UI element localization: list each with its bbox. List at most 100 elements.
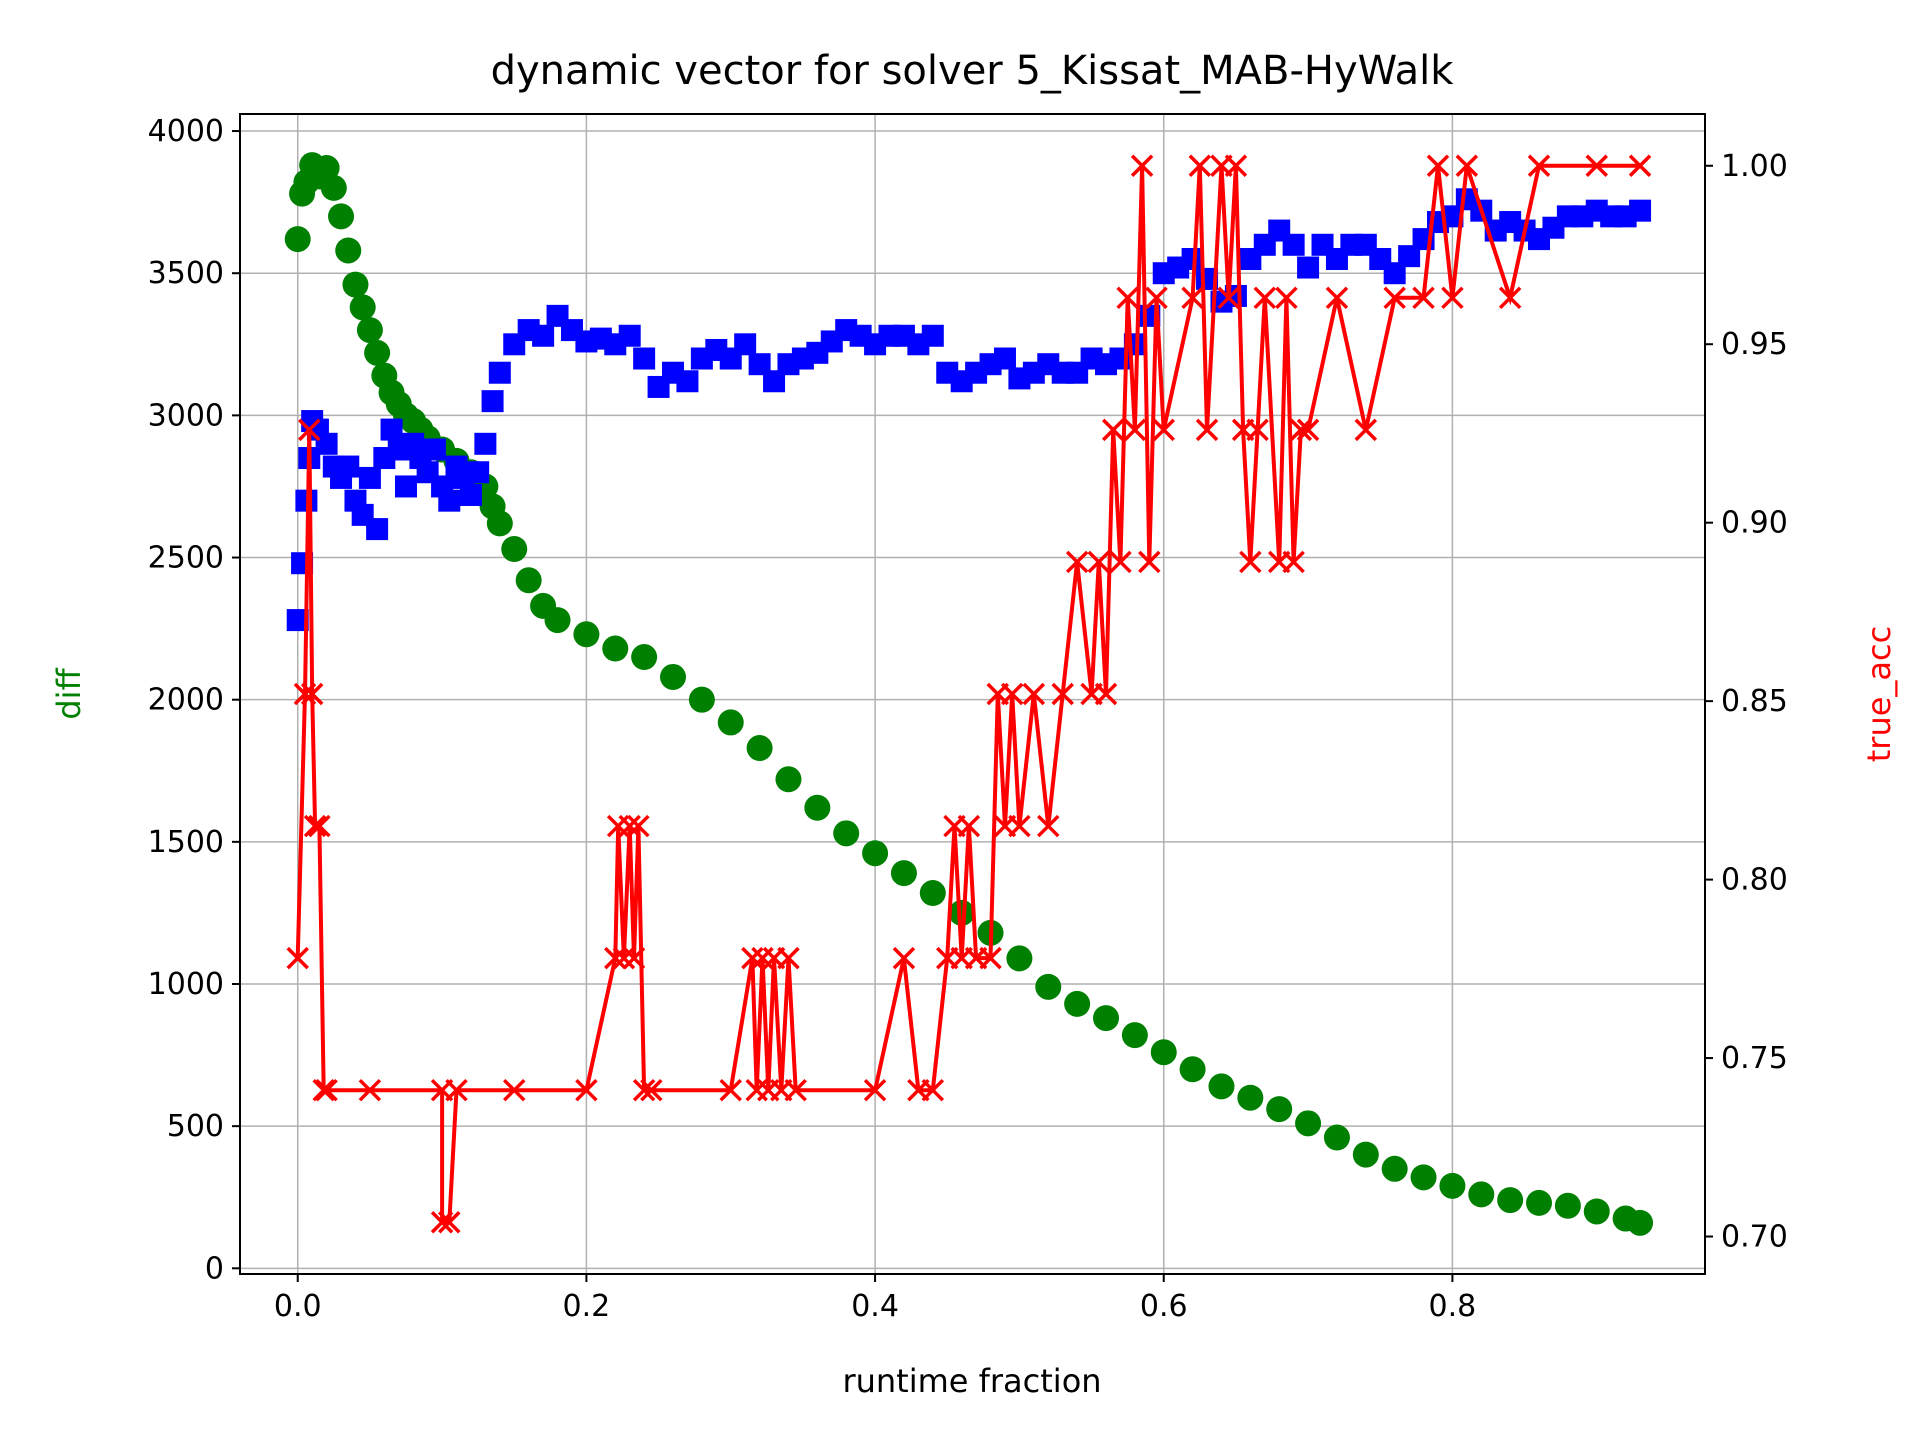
y-left-tick-label: 3500 [148,256,224,291]
data-point [467,461,490,484]
data-point [328,203,355,230]
data-point [632,1078,656,1102]
data-point [1629,199,1652,222]
data-point [1123,418,1147,442]
y-right-tick-label: 0.75 [1721,1041,1788,1076]
data-point [631,644,658,671]
data-point [1398,245,1421,268]
data-point [293,682,317,706]
data-point [459,483,482,506]
data-point [313,155,340,182]
y-left-tick-label: 1000 [148,967,224,1002]
data-point [784,1078,807,1102]
data-point [777,946,800,970]
chart-title: dynamic vector for solver 5_Kissat_MAB-H… [491,48,1455,94]
data-point [315,432,338,455]
data-point [1439,1172,1466,1199]
data-point [356,317,383,344]
series-layer [284,152,1654,1236]
data-point [1246,418,1269,442]
data-point [1296,418,1320,442]
data-point [660,663,687,690]
y-left-tick-label: 2000 [148,683,224,718]
data-point [1282,550,1305,574]
data-point [1181,248,1204,270]
data-point [1323,1124,1350,1151]
data-point [1000,682,1024,706]
data-point [1217,286,1240,310]
data-point [481,390,504,413]
data-point [1195,418,1219,442]
data-point [342,271,369,298]
data-point [604,946,627,970]
data-point [532,324,555,347]
data-point [863,1078,887,1102]
data-point [640,1078,663,1102]
data-point [515,567,542,594]
data-point [573,621,600,648]
data-point [717,709,744,736]
data-point [438,489,461,512]
data-point [1237,1084,1264,1111]
data-point [1224,154,1248,177]
data-point [1282,233,1305,256]
data-point [890,860,917,887]
data-point [1426,154,1450,177]
data-point [544,607,571,634]
data-point [474,432,497,455]
data-point [284,226,311,253]
data-point [688,686,715,713]
data-point [1455,154,1479,177]
data-point [1150,1039,1177,1066]
y-right-tick-label: 0.90 [1721,506,1788,541]
data-point [948,899,975,926]
data-point [1627,1209,1654,1236]
data-point [1295,1110,1322,1137]
data-point [315,1078,338,1102]
data-point [1064,990,1091,1017]
data-point [380,418,403,441]
data-point [1412,286,1435,310]
data-point [286,946,309,970]
data-point [1181,286,1204,310]
data-point [430,1211,454,1234]
x-tick-label: 0.8 [1429,1289,1477,1324]
x-tick-label: 0.0 [274,1289,322,1324]
data-point [1239,550,1262,574]
y-left-tick-label: 0 [205,1251,224,1286]
x-axis-label: runtime fraction [842,1362,1101,1400]
data-point [1468,1181,1495,1208]
data-point [1410,1164,1437,1191]
data-point [979,946,1002,970]
data-point [719,1078,742,1102]
data-point [1527,154,1551,177]
data-point [1022,682,1046,706]
data-point [1109,550,1132,574]
data-point [763,370,786,393]
y-right-tick-label: 0.95 [1721,327,1788,362]
data-point [349,294,376,321]
data-point [734,333,757,356]
data-point [423,438,446,461]
data-point [775,766,802,793]
data-point [1035,973,1062,1000]
x-tick-label: 0.2 [563,1289,611,1324]
data-point [957,814,981,838]
data-point [394,475,417,498]
data-point [627,814,650,838]
data-point [445,1078,468,1102]
data-point [1138,550,1161,574]
data-point [502,1078,526,1102]
data-point [862,840,889,867]
y-left-tick-label: 1500 [148,825,224,860]
data-point [358,466,381,489]
data-point [1065,550,1089,574]
data-point [833,820,860,847]
data-point [1325,286,1349,310]
data-point [622,946,646,970]
data-point [1498,286,1522,310]
data-point [919,880,946,907]
data-point [575,1078,598,1102]
data-point [300,682,324,706]
data-point [1116,286,1139,310]
